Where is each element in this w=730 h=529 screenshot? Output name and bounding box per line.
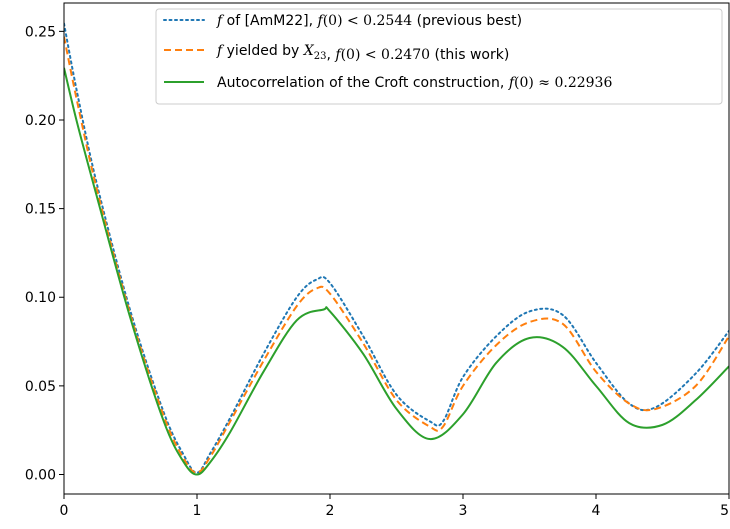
legend: f of [AmM22], f(0) < 0.2544 (previous be…: [155, 8, 723, 105]
series-layer: [64, 22, 729, 476]
x-tick-label: 2: [326, 503, 335, 519]
x-tick-label: 0: [60, 503, 69, 519]
legend-box: [155, 8, 723, 105]
legend-entry-amm22-label: f of [AmM22], f(0) < 0.2544 (previous be…: [216, 13, 522, 29]
y-tick-label: 0.20: [25, 113, 56, 129]
x-tick-label: 1: [193, 503, 202, 519]
y-tick-label: 0.00: [25, 468, 56, 484]
y-tick-label: 0.25: [25, 24, 56, 40]
series-x23-line: [64, 36, 729, 474]
series-amm22-line: [64, 22, 729, 474]
x-tick-label: 5: [720, 503, 729, 519]
legend-entry-croft-label: Autocorrelation of the Croft constructio…: [217, 75, 612, 91]
y-tick-label: 0.05: [25, 379, 56, 395]
y-tick-label: 0.10: [25, 290, 56, 306]
y-axis: 0.00 0.05 0.10 0.15 0.20 0.25: [25, 24, 64, 484]
plot-frame: [63, 2, 730, 495]
x-axis: 0 1 2 3 4 5: [60, 494, 730, 519]
y-tick-label: 0.15: [25, 202, 56, 218]
x-tick-label: 3: [459, 503, 468, 519]
series-croft-line: [64, 67, 729, 476]
x-tick-label: 4: [592, 503, 601, 519]
legend-entry-x23-label: f yielded by X23, f(0) < 0.2470 (this wo…: [216, 43, 509, 63]
